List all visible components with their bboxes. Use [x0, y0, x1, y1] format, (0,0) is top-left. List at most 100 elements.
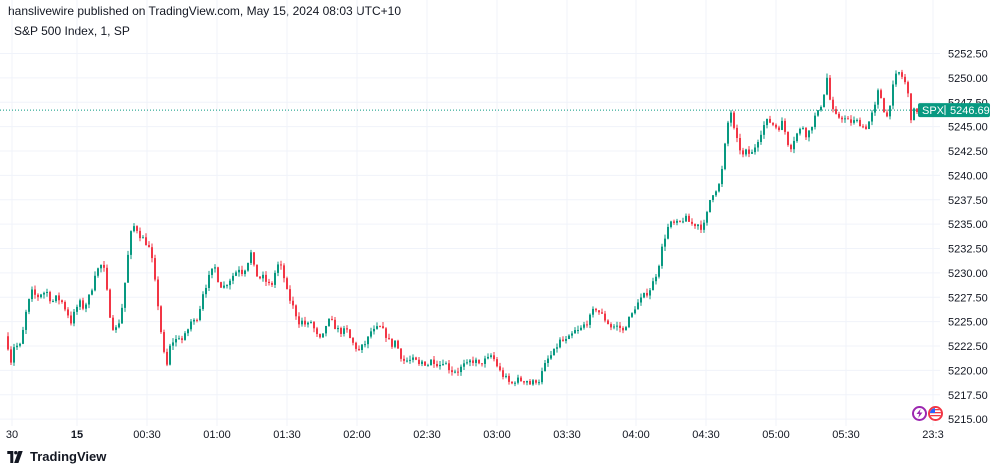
candle-body — [535, 380, 537, 383]
candle — [706, 210, 708, 226]
candle — [820, 105, 822, 112]
candle-body — [181, 338, 183, 340]
candle — [322, 333, 324, 338]
price-tag[interactable]: SPX 5246.69 — [918, 103, 990, 118]
candle-body — [214, 267, 216, 269]
candle-body — [376, 326, 378, 329]
candle — [607, 319, 609, 325]
candle — [124, 282, 126, 312]
price-tick-label: 5227.50 — [948, 292, 988, 304]
candle — [394, 340, 396, 349]
candle-body — [166, 351, 168, 365]
candle-body — [532, 380, 534, 385]
candle — [415, 356, 417, 361]
candle-body — [769, 118, 771, 123]
candle-body — [766, 118, 768, 126]
symbol-legend[interactable]: S&P 500 Index, 1, SP — [14, 24, 130, 38]
candle-body — [247, 262, 249, 271]
candle — [292, 296, 294, 309]
candle — [76, 304, 78, 315]
candle-body — [271, 283, 273, 285]
time-tick-label: 01:30 — [273, 429, 301, 441]
candle-body — [469, 360, 471, 363]
candle — [409, 355, 411, 364]
candle — [514, 381, 516, 387]
candle — [679, 220, 681, 223]
candle-body — [79, 300, 81, 307]
candle-body — [562, 339, 564, 341]
candle-body — [622, 327, 624, 331]
candle-body — [763, 125, 765, 135]
candle — [229, 278, 231, 290]
candle — [718, 182, 720, 193]
candle — [601, 308, 603, 314]
candle — [790, 143, 792, 153]
candle — [112, 314, 114, 331]
candle — [103, 261, 105, 272]
candle-body — [415, 357, 417, 360]
candle — [91, 288, 93, 296]
candle-body — [232, 275, 234, 281]
candle-body — [268, 281, 270, 284]
candle — [439, 360, 441, 370]
candle-body — [712, 195, 714, 200]
price-tick-label: 5232.50 — [948, 244, 988, 256]
candle — [271, 281, 273, 288]
time-tick-label: 03:00 — [483, 429, 511, 441]
candle — [319, 333, 321, 339]
candle-body — [745, 149, 747, 155]
candle-body — [487, 356, 489, 359]
candle-body — [298, 316, 300, 325]
candle-body — [337, 328, 339, 330]
candle-body — [394, 340, 396, 347]
candle-body — [382, 326, 384, 329]
candle — [493, 352, 495, 362]
candle — [910, 93, 912, 124]
candle-body — [832, 99, 834, 110]
candle-body — [295, 305, 297, 317]
candle-body — [829, 77, 831, 100]
candle-body — [466, 362, 468, 364]
candle-body — [325, 325, 327, 334]
candle — [499, 362, 501, 372]
tradingview-footer[interactable]: TradingView — [6, 449, 106, 464]
candle — [508, 373, 510, 385]
candle — [469, 358, 471, 367]
candle-body — [733, 112, 735, 128]
us-flag-icon[interactable] — [928, 406, 943, 421]
candle — [193, 318, 195, 325]
candle-body — [511, 381, 513, 384]
candle — [496, 356, 498, 368]
candle-body — [244, 270, 246, 275]
candle — [478, 359, 480, 365]
candle — [355, 341, 357, 352]
candle — [457, 367, 459, 376]
candle — [325, 325, 327, 337]
candle-body — [874, 104, 876, 113]
candle — [868, 121, 870, 130]
candle-body — [751, 152, 753, 154]
candle-body — [523, 381, 525, 383]
candle-body — [811, 127, 813, 131]
candle-body — [787, 131, 789, 145]
candle — [412, 354, 414, 363]
lightning-icon[interactable] — [912, 406, 927, 421]
candle — [361, 344, 363, 354]
candle — [199, 305, 201, 322]
candle — [676, 218, 678, 226]
candle — [382, 322, 384, 329]
candle — [793, 136, 795, 154]
candle — [847, 115, 849, 120]
candle — [763, 121, 765, 139]
candle — [328, 318, 330, 327]
candle-body — [313, 322, 315, 329]
candle — [904, 74, 906, 85]
candle — [445, 361, 447, 365]
candle — [844, 115, 846, 123]
candle — [241, 265, 243, 277]
candle — [898, 71, 900, 76]
candle-body — [199, 309, 201, 320]
candle-body — [94, 275, 96, 291]
price-tick-label: 5222.50 — [948, 341, 988, 353]
